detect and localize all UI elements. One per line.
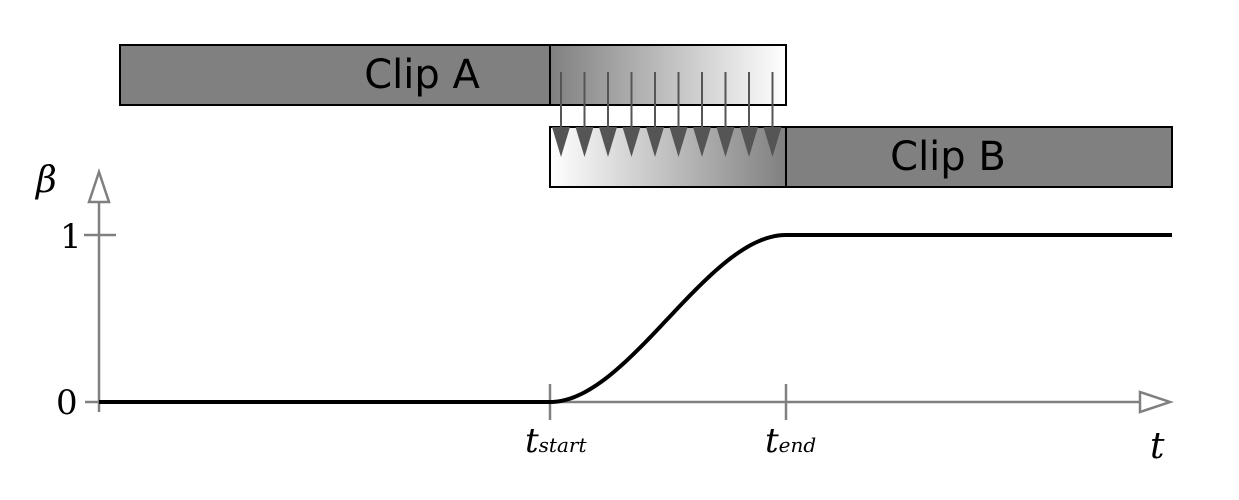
beta-curve bbox=[99, 233, 1172, 404]
t-end-label: tend bbox=[765, 421, 816, 461]
transition-arrow-head bbox=[552, 127, 570, 157]
x-axis-symbol: t bbox=[1150, 426, 1165, 467]
clip-a-label: Clip A bbox=[364, 52, 480, 98]
transition-arrow-head bbox=[622, 127, 641, 157]
axes bbox=[84, 168, 1174, 420]
transition-arrow-head bbox=[740, 127, 758, 157]
clip-b-solid bbox=[785, 126, 1173, 188]
y-axis-arrowhead bbox=[87, 168, 111, 204]
transition-arrow-head bbox=[646, 127, 664, 157]
transition-arrow-head bbox=[763, 127, 782, 157]
t-start-label: tstart bbox=[525, 421, 587, 461]
clip-a-fade-out bbox=[549, 44, 787, 106]
clip-b-label: Clip B bbox=[890, 134, 1006, 180]
transition-arrow-head bbox=[669, 127, 688, 157]
t-start-sub: start bbox=[539, 433, 588, 457]
t-end-base: t bbox=[765, 421, 779, 461]
transition-arrow-head bbox=[716, 127, 735, 157]
y-tick-0-label: 0 bbox=[56, 383, 78, 423]
t-start-base: t bbox=[525, 421, 539, 461]
clip-a: Clip A bbox=[119, 44, 787, 106]
transition-arrows bbox=[552, 72, 782, 157]
transition-arrow-head bbox=[693, 127, 711, 157]
clip-b: Clip B bbox=[549, 126, 1173, 188]
t-end-sub: end bbox=[779, 433, 817, 457]
clip-a-solid bbox=[119, 44, 551, 106]
transition-arrow-head bbox=[575, 127, 594, 157]
transition-arrow-head bbox=[599, 127, 617, 157]
y-tick-1-label: 1 bbox=[60, 217, 82, 257]
y-axis-symbol: β bbox=[34, 160, 57, 201]
x-axis-arrowhead bbox=[1138, 390, 1174, 414]
